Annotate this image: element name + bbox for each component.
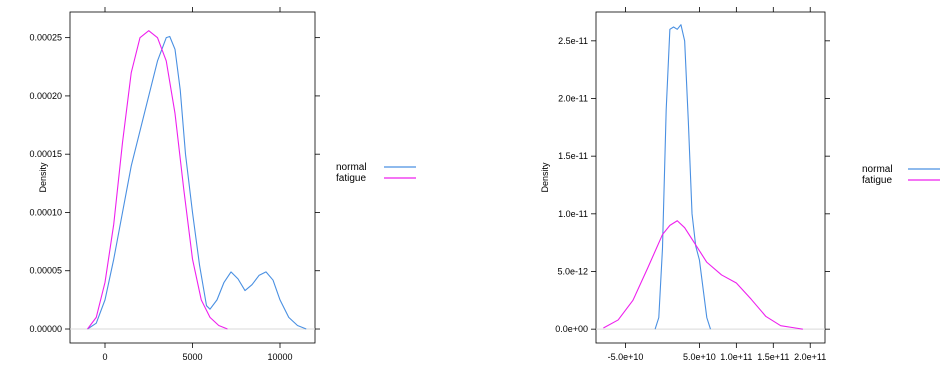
legend-label-normal: normal	[336, 162, 367, 173]
x-tick-label: 0	[102, 352, 107, 362]
y-tick-label: 1.0e-11	[558, 209, 588, 219]
y-tick-label: 2.5e-11	[558, 36, 588, 46]
y-tick-label: 0.00025	[29, 33, 62, 43]
series-line-fatigue	[87, 30, 228, 330]
series-line-normal	[87, 35, 307, 330]
x-tick-label: 5.0e+10	[683, 352, 716, 362]
legend-label-normal: normal	[862, 164, 893, 175]
series-line-normal	[654, 24, 712, 330]
series-line-fatigue	[603, 220, 803, 330]
y-axis-label: Density	[540, 162, 550, 193]
y-tick-label: 1.5e-11	[558, 151, 588, 161]
legend-label-fatigue: fatigue	[862, 175, 892, 186]
x-tick-label: 1.0e+11	[720, 352, 752, 362]
legend-label-fatigue: fatigue	[336, 173, 366, 184]
x-tick-label: 5000	[182, 352, 202, 362]
y-tick-label: 0.00020	[29, 91, 62, 101]
y-tick-label: 2.0e-11	[558, 93, 588, 103]
x-tick-label: -5.0e+10	[608, 352, 644, 362]
x-tick-label: 10000	[267, 352, 292, 362]
x-tick-label: 2.0e+11	[794, 352, 826, 362]
y-tick-label: 0.00015	[29, 149, 62, 159]
y-tick-label: 0.00010	[29, 207, 62, 217]
y-axis-label: Density	[38, 162, 48, 193]
y-tick-label: 5.0e-12	[557, 266, 588, 276]
y-tick-label: 0.00005	[29, 266, 62, 276]
y-tick-label: 0.00000	[29, 324, 62, 334]
x-tick-label: 1.5e+11	[757, 352, 789, 362]
density-plot-right: -5.0e+10 5.0e+10 1.0e+11 1.5e+11 2.0e+11 0.0e…	[540, 7, 940, 362]
y-tick-label: 0.0e+00	[555, 324, 588, 334]
plot-frame	[595, 11, 826, 344]
density-plot-left: 0 5000 10000 0.00000 0.00005 0.00010 0.00015 0.…	[29, 7, 416, 362]
